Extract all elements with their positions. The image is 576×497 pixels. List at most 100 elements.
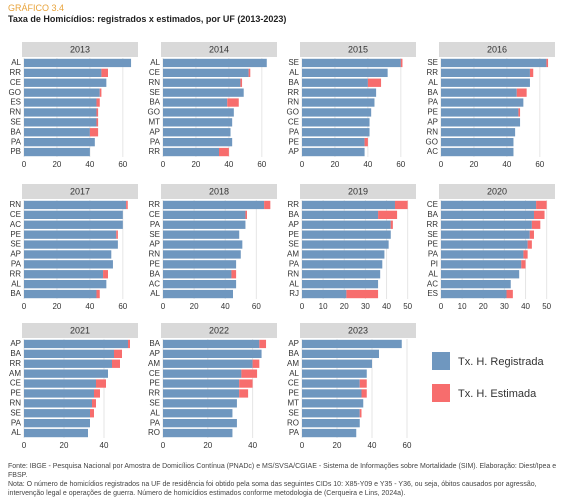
bar (302, 118, 370, 127)
y-tick-label: BA (10, 127, 21, 136)
y-tick-label: AC (427, 279, 438, 288)
panel-strip (439, 184, 555, 199)
x-tick-label: 30 (361, 302, 370, 311)
bar (24, 339, 128, 349)
note: Nota: O número de homicídios registrados… (8, 481, 537, 497)
y-tick-label: ES (427, 289, 438, 298)
bar (367, 78, 382, 87)
bar (163, 418, 237, 428)
bar (96, 98, 100, 107)
y-tick-label: BA (149, 339, 160, 348)
bar (163, 240, 243, 249)
y-tick-label: AM (148, 359, 160, 368)
bar (259, 339, 267, 349)
bar (24, 250, 112, 259)
bar (536, 200, 547, 210)
y-tick-label: RN (9, 200, 21, 209)
x-tick-label: 0 (439, 160, 444, 169)
bar (441, 88, 517, 97)
bar (302, 279, 379, 289)
y-tick-label: PE (10, 230, 21, 239)
y-tick-label: MT (287, 398, 299, 407)
y-tick-label: AP (427, 117, 438, 126)
bar (521, 260, 526, 269)
y-tick-label: RN (9, 108, 21, 117)
legend-label: Tx. H. Registrada (458, 356, 544, 368)
bar (24, 359, 112, 368)
x-tick-label: 0 (161, 302, 166, 311)
panel-title: 2014 (209, 44, 229, 54)
y-tick-label: SE (149, 398, 160, 407)
bar (506, 289, 513, 299)
y-tick-label: BA (10, 289, 21, 298)
bar (163, 379, 240, 388)
x-tick-label: 40 (382, 302, 391, 311)
bar (302, 389, 362, 398)
bar (24, 98, 97, 107)
panel-strip (161, 323, 277, 338)
y-tick-label: RN (9, 398, 21, 407)
bar (302, 78, 368, 87)
y-tick-label: BA (288, 349, 299, 358)
legend-swatch (432, 384, 450, 402)
y-tick-label: AP (10, 250, 21, 259)
bar (364, 137, 368, 147)
bar (24, 68, 102, 78)
x-tick-label: 40 (224, 160, 233, 169)
x-tick-label: 0 (300, 302, 305, 311)
bar (518, 108, 521, 117)
bar (302, 108, 372, 117)
bar (302, 98, 375, 107)
bar (245, 210, 247, 220)
bar (96, 379, 106, 388)
x-tick-label: 0 (22, 441, 27, 450)
panel-title: 2017 (70, 186, 90, 196)
bar (116, 230, 118, 239)
bar (441, 58, 547, 68)
y-tick-label: AL (150, 408, 160, 417)
x-tick-label: 60 (403, 441, 412, 450)
y-tick-label: PA (11, 418, 22, 427)
bar (239, 389, 249, 398)
y-tick-label: PA (11, 137, 22, 146)
y-tick-label: RR (9, 269, 21, 278)
bar (441, 128, 516, 137)
bar (163, 210, 246, 220)
y-tick-label: AL (289, 279, 299, 288)
bar (163, 220, 246, 229)
bar (264, 200, 271, 210)
bar (302, 428, 357, 438)
y-tick-label: PE (149, 259, 160, 268)
y-tick-label: AP (149, 240, 160, 249)
x-tick-label: 20 (479, 302, 488, 311)
bar (163, 339, 260, 349)
bar (302, 240, 389, 249)
bar (96, 108, 99, 117)
x-tick-label: 0 (22, 160, 27, 169)
y-tick-label: SE (10, 408, 21, 417)
x-tick-label: 40 (85, 160, 94, 169)
bar (302, 409, 360, 418)
bar (24, 399, 92, 408)
panel-title: 2016 (487, 44, 507, 54)
x-tick-label: 40 (502, 160, 511, 169)
bar (219, 147, 229, 157)
bar (24, 58, 132, 68)
bar (231, 270, 237, 279)
bar (302, 418, 360, 428)
bar (302, 220, 391, 229)
bar (24, 369, 108, 378)
x-tick-label: 20 (340, 302, 349, 311)
y-tick-label: RN (287, 269, 299, 278)
x-tick-label: 0 (161, 160, 166, 169)
panel-title: 2021 (70, 325, 90, 335)
x-tick-label: 40 (100, 441, 109, 450)
bar (99, 88, 102, 97)
bar (359, 409, 362, 418)
y-tick-label: CE (288, 117, 299, 126)
y-tick-label: CE (427, 200, 438, 209)
figure-label: GRÁFICO 3.4 (8, 3, 65, 13)
panel-strip (300, 42, 416, 57)
y-tick-label: PA (150, 137, 161, 146)
panel-title: 2015 (348, 44, 368, 54)
